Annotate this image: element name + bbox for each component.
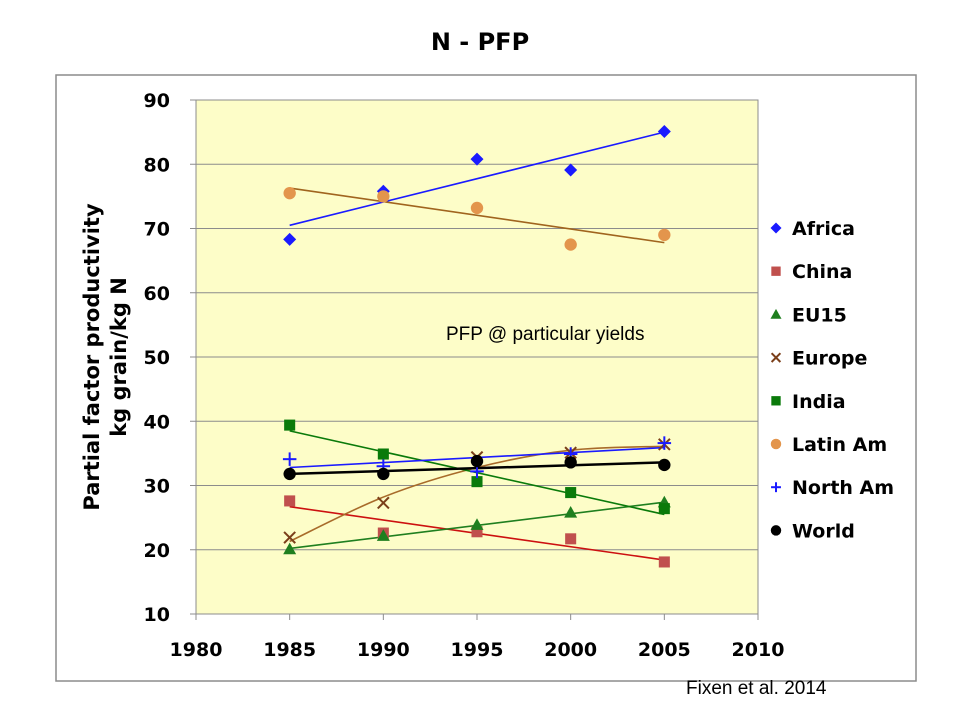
marker-europe (377, 496, 390, 510)
marker-africa (470, 152, 484, 166)
marker-world (564, 456, 577, 469)
legend-marker-europe (770, 352, 782, 363)
x-tick-label: 1980 (170, 639, 223, 661)
y-tick-label: 60 (144, 283, 170, 305)
legend-marker-latin-am (770, 438, 782, 450)
y-axis-label-line2: kg grain/kg N (107, 277, 131, 437)
legend-label-africa: Africa (792, 218, 855, 240)
marker-north-am (282, 452, 297, 466)
y-tick-label: 70 (144, 219, 170, 241)
y-tick-label: 30 (144, 476, 170, 498)
marker-india (377, 448, 389, 460)
marker-eu15 (564, 505, 578, 518)
legend-label-north-am: North Am (792, 477, 894, 499)
marker-eu15 (376, 529, 390, 541)
citation: Fixen et al. 2014 (686, 678, 827, 699)
legend-marker-world (770, 525, 782, 536)
marker-world (283, 467, 296, 481)
x-tick-label: 2000 (544, 639, 597, 661)
marker-europe (283, 531, 296, 544)
legend-marker-africa (770, 222, 782, 234)
marker-eu15 (470, 518, 484, 530)
legend-label-latin-am: Latin Am (792, 434, 887, 456)
x-tick-label: 2005 (638, 639, 691, 661)
legend-label-china: China (792, 261, 852, 283)
marker-africa (657, 124, 671, 138)
y-tick-labels: 10 20 30 40 50 60 70 80 90 (144, 90, 170, 626)
marker-latin-am (470, 201, 484, 215)
legend-label-europe: Europe (792, 348, 867, 370)
y-tick-label: 20 (144, 540, 170, 562)
marker-china (471, 526, 483, 538)
marker-world (658, 458, 671, 472)
marker-eu15 (283, 542, 297, 555)
trendline-africa (289, 131, 665, 227)
marker-latin-am (564, 238, 577, 251)
y-tick-label: 80 (144, 154, 170, 176)
x-tick-label: 1995 (451, 639, 504, 661)
marker-north-am (657, 436, 672, 450)
marker-africa (283, 232, 297, 246)
marker-africa (564, 163, 578, 177)
marker-china (565, 533, 577, 545)
legend-label-eu15: EU15 (792, 304, 847, 326)
y-axis-label-line1: Partial factor productivity (80, 203, 104, 511)
chart-outer-frame (55, 74, 917, 682)
y-tick-label: 40 (144, 411, 170, 433)
marker-china (658, 556, 670, 568)
marker-latin-am (377, 190, 390, 203)
marker-india (565, 487, 577, 499)
marker-india (658, 503, 670, 515)
marker-india (471, 476, 483, 488)
chart-title: N - PFP (430, 28, 530, 56)
annotation-text: PFP @ particular yields (446, 324, 644, 345)
x-tick-label: 2010 (732, 639, 785, 661)
x-tick-label: 1985 (263, 639, 316, 661)
x-tick-labels: 1980 1985 1990 1995 2000 2005 2010 (170, 639, 785, 661)
legend-marker-north-am (771, 482, 781, 493)
legend-marker-eu15 (770, 308, 782, 319)
legend-label-india: India (792, 391, 846, 413)
data-markers (282, 124, 672, 568)
marker-world (470, 454, 484, 468)
trendline-latin-am (289, 187, 665, 244)
y-axis-label: Partial factor productivity kg grain/kg … (80, 203, 131, 511)
y-tick-label: 90 (144, 90, 170, 112)
legend-marker-china (771, 266, 781, 276)
y-tick-label: 10 (144, 604, 170, 626)
marker-world (377, 467, 390, 481)
legend: Africa China EU15 Europe India Latin Am North … (770, 218, 894, 542)
x-tick-label: 1990 (357, 639, 410, 661)
y-tick-label: 50 (144, 347, 170, 369)
marker-latin-am (283, 186, 296, 200)
legend-marker-india (771, 396, 781, 406)
marker-china (284, 495, 296, 507)
marker-india (284, 419, 296, 431)
legend-label-world: World (792, 520, 855, 542)
marker-latin-am (658, 228, 671, 242)
